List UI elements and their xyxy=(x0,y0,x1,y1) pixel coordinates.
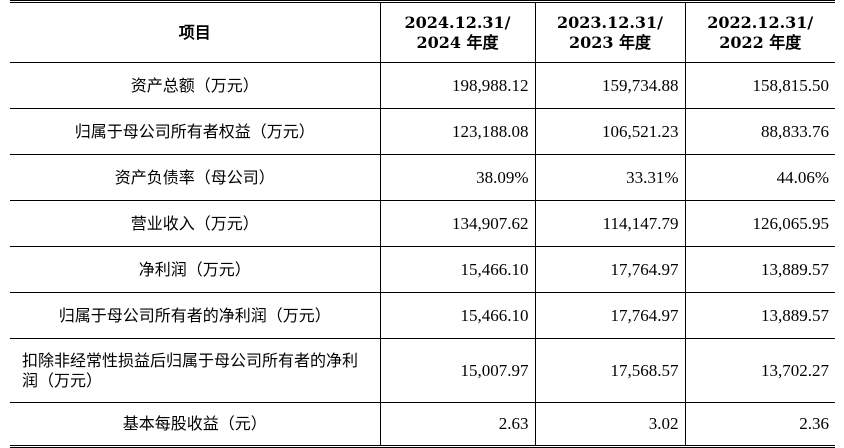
cell-value: 15,466.10 xyxy=(379,246,535,293)
cell-value: 88,833.76 xyxy=(684,108,835,155)
row-label-eps: 基本每股收益（元） xyxy=(10,402,380,447)
cell-value: 198,988.12 xyxy=(379,62,535,109)
cell-value: 134,907.62 xyxy=(379,200,535,247)
header-2022-date: 2022.12.31/ xyxy=(707,12,814,32)
table-row: 扣除非经常性损益后归属于母公司所有者的净利润（万元） 15,007.97 17,… xyxy=(10,338,835,403)
row-label-total-assets: 资产总额（万元） xyxy=(10,62,380,109)
table-row: 归属于母公司所有者权益（万元） 123,188.08 106,521.23 88… xyxy=(10,108,835,155)
cell-value: 126,065.95 xyxy=(684,200,835,247)
cell-value: 13,889.57 xyxy=(684,292,835,339)
cell-value: 106,521.23 xyxy=(534,108,685,155)
cell-value: 3.02 xyxy=(534,402,685,447)
cell-value: 2.63 xyxy=(379,402,535,447)
cell-value: 38.09% xyxy=(379,154,535,201)
financial-summary-table: 项目 2024.12.31/ 2024 年度 2023.12.31/ 2023 … xyxy=(10,0,835,448)
cell-value: 114,147.79 xyxy=(534,200,685,247)
header-2022: 2022.12.31/ 2022 年度 xyxy=(684,1,835,63)
cell-value: 123,188.08 xyxy=(379,108,535,155)
cell-value: 17,764.97 xyxy=(534,246,685,293)
header-row: 项目 2024.12.31/ 2024 年度 2023.12.31/ 2023 … xyxy=(10,1,835,63)
cell-value: 15,007.97 xyxy=(379,338,535,403)
row-label-debt-ratio: 资产负债率（母公司） xyxy=(10,154,380,201)
cell-value: 2.36 xyxy=(684,402,835,447)
header-2024: 2024.12.31/ 2024 年度 xyxy=(379,1,535,63)
row-label-net-profit: 净利润（万元） xyxy=(10,246,380,293)
header-2023-date: 2023.12.31/ xyxy=(556,12,664,32)
cell-value: 17,764.97 xyxy=(534,292,685,339)
table-row: 基本每股收益（元） 2.63 3.02 2.36 xyxy=(10,402,835,447)
table-row: 营业收入（万元） 134,907.62 114,147.79 126,065.9… xyxy=(10,200,835,247)
financial-summary-table-container: 项目 2024.12.31/ 2024 年度 2023.12.31/ 2023 … xyxy=(10,0,835,448)
table-row: 归属于母公司所有者的净利润（万元） 15,466.10 17,764.97 13… xyxy=(10,292,835,339)
header-item-label: 项目 xyxy=(178,22,211,42)
cell-value: 158,815.50 xyxy=(684,62,835,109)
table-row: 净利润（万元） 15,466.10 17,764.97 13,889.57 xyxy=(10,246,835,293)
table-row: 资产总额（万元） 198,988.12 159,734.88 158,815.5… xyxy=(10,62,835,109)
cell-value: 17,568.57 xyxy=(534,338,685,403)
cell-value: 13,889.57 xyxy=(684,246,835,293)
header-2023-year: 2023 年度 xyxy=(568,32,652,52)
row-label-revenue: 营业收入（万元） xyxy=(10,200,380,247)
cell-value: 44.06% xyxy=(684,154,835,201)
cell-value: 13,702.27 xyxy=(684,338,835,403)
cell-value: 33.31% xyxy=(534,154,685,201)
cell-value: 159,734.88 xyxy=(534,62,685,109)
header-2023: 2023.12.31/ 2023 年度 xyxy=(534,1,685,63)
header-2024-year: 2024 年度 xyxy=(416,32,499,52)
row-label-adjusted-net-profit: 扣除非经常性损益后归属于母公司所有者的净利润（万元） xyxy=(10,338,380,403)
cell-value: 15,466.10 xyxy=(379,292,535,339)
table-row: 资产负债率（母公司） 38.09% 33.31% 44.06% xyxy=(10,154,835,201)
row-label-parent-equity: 归属于母公司所有者权益（万元） xyxy=(10,108,380,155)
header-2024-date: 2024.12.31/ xyxy=(404,12,511,32)
header-2022-year: 2022 年度 xyxy=(719,32,802,52)
row-label-parent-net-profit: 归属于母公司所有者的净利润（万元） xyxy=(10,292,380,339)
header-item: 项目 xyxy=(10,2,380,63)
